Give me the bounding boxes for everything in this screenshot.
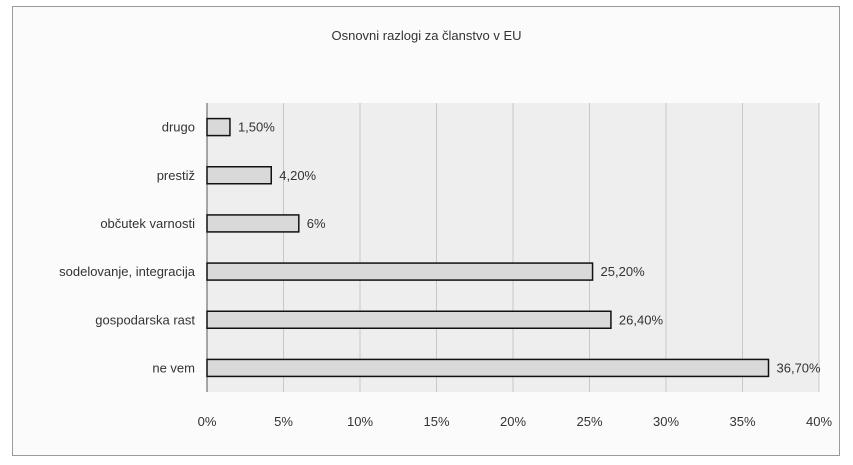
- data-label: 1,50%: [238, 120, 275, 135]
- x-tick-label: 5%: [274, 414, 293, 429]
- x-tick-label: 10%: [347, 414, 373, 429]
- bar: [206, 358, 770, 378]
- chart-title: Osnovni razlogi za članstvo v EU: [331, 28, 522, 43]
- bar: [206, 117, 231, 137]
- category-label: gospodarska rast: [95, 312, 195, 327]
- category-label: občutek varnosti: [100, 216, 195, 231]
- category-label: drugo: [162, 120, 195, 135]
- gridlines: [206, 103, 820, 392]
- bar: [206, 214, 300, 233]
- category-label: ne vem: [152, 360, 195, 375]
- x-tick-label: 20%: [500, 414, 526, 429]
- x-tick-label: 35%: [729, 414, 755, 429]
- data-label: 25,20%: [601, 264, 646, 279]
- x-tick-label: 40%: [806, 414, 832, 429]
- bars: [206, 117, 770, 378]
- labels: 0% 5% 10% 15% 20% 25% 30% 35% 40% drugo 1,50% prest…: [59, 120, 832, 429]
- category-label: prestiž: [157, 168, 195, 183]
- data-label: 36,70%: [777, 360, 822, 375]
- data-label: 6%: [307, 216, 326, 231]
- x-tick-label: 25%: [576, 414, 602, 429]
- x-tick-label: 0%: [198, 414, 217, 429]
- x-tick-label: 30%: [653, 414, 679, 429]
- x-tick-label: 15%: [423, 414, 449, 429]
- bar: [206, 166, 273, 185]
- bar: [206, 310, 612, 329]
- bar: [206, 262, 594, 281]
- data-label: 4,20%: [279, 168, 316, 183]
- data-label: 26,40%: [619, 312, 664, 327]
- category-label: sodelovanje, integracija: [59, 264, 196, 279]
